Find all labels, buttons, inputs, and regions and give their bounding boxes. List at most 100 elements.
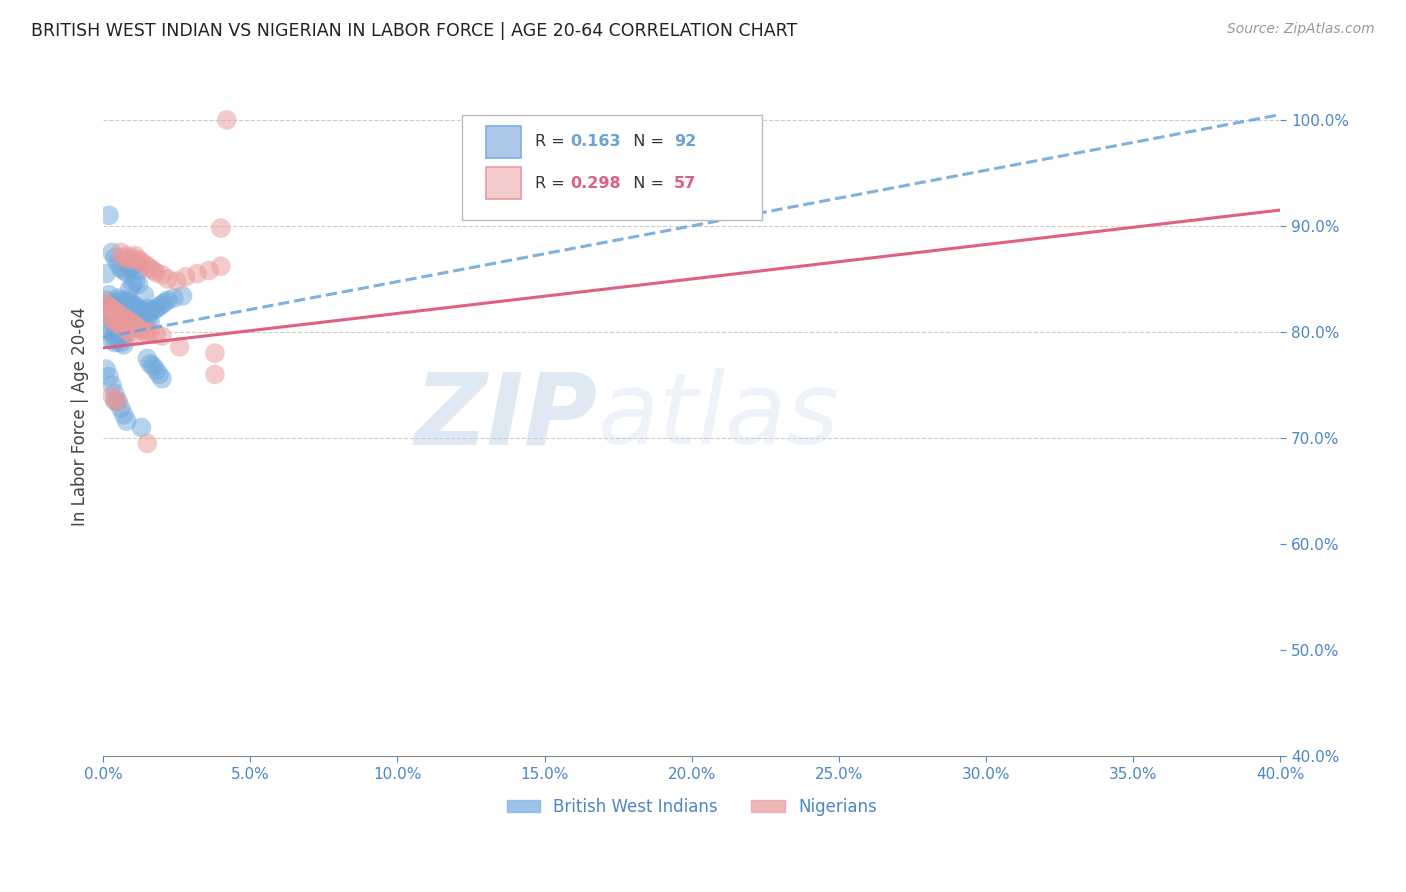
Point	[134, 325, 156, 339]
Point	[156, 293, 179, 308]
Point	[104, 306, 127, 320]
Point	[124, 274, 146, 288]
Point	[104, 314, 127, 328]
Point	[131, 303, 153, 318]
Point	[121, 277, 143, 292]
Point	[107, 334, 129, 348]
Point	[104, 295, 127, 310]
Point	[142, 263, 165, 277]
Point	[115, 314, 138, 328]
Point	[142, 303, 165, 318]
Point	[124, 249, 146, 263]
Point	[121, 259, 143, 273]
Point	[101, 314, 124, 328]
Point	[136, 351, 159, 366]
Point	[121, 327, 143, 342]
Point	[101, 334, 124, 348]
Point	[115, 312, 138, 326]
Point	[198, 263, 221, 277]
Point	[98, 300, 121, 314]
Point	[112, 337, 135, 351]
Point	[131, 314, 153, 328]
Point	[209, 259, 232, 273]
Point	[118, 314, 141, 328]
Point	[145, 327, 167, 342]
Point	[98, 208, 121, 222]
Point	[150, 329, 173, 343]
Text: 92: 92	[673, 135, 696, 150]
Point	[134, 306, 156, 320]
Point	[98, 325, 121, 339]
Point	[145, 301, 167, 316]
Point	[94, 297, 117, 311]
Point	[107, 301, 129, 316]
Point	[110, 401, 132, 416]
Point	[107, 306, 129, 320]
Point	[104, 393, 127, 408]
Point	[169, 340, 191, 354]
Point	[104, 392, 127, 407]
Bar	[485, 126, 522, 158]
Point	[101, 378, 124, 392]
Point	[115, 325, 138, 339]
Text: atlas: atlas	[598, 368, 839, 466]
Point	[91, 295, 114, 310]
Bar	[485, 167, 522, 200]
Point	[112, 310, 135, 325]
Text: N =: N =	[623, 135, 669, 150]
Point	[104, 386, 127, 401]
Text: ZIP: ZIP	[415, 368, 598, 466]
Point	[115, 266, 138, 280]
Point	[124, 318, 146, 333]
Point	[115, 293, 138, 308]
Point	[107, 395, 129, 409]
Point	[112, 306, 135, 320]
Point	[107, 256, 129, 270]
Point	[110, 261, 132, 276]
Point	[153, 295, 176, 310]
Point	[107, 317, 129, 331]
Point	[118, 295, 141, 310]
Point	[91, 309, 114, 323]
Point	[186, 267, 208, 281]
Point	[142, 359, 165, 373]
Legend: British West Indians, Nigerians: British West Indians, Nigerians	[501, 791, 883, 822]
Point	[104, 303, 127, 318]
Point	[115, 323, 138, 337]
Point	[139, 303, 162, 318]
Point	[127, 312, 149, 326]
Point	[134, 257, 156, 271]
Point	[145, 363, 167, 377]
Point	[118, 261, 141, 276]
Point	[156, 272, 179, 286]
Point	[215, 112, 238, 127]
Point	[131, 323, 153, 337]
Y-axis label: In Labor Force | Age 20-64: In Labor Force | Age 20-64	[72, 307, 89, 526]
Point	[110, 245, 132, 260]
Text: N =: N =	[623, 176, 669, 191]
Point	[104, 325, 127, 339]
Point	[127, 320, 149, 334]
Point	[112, 327, 135, 342]
Point	[98, 288, 121, 302]
Point	[112, 263, 135, 277]
Text: 0.298: 0.298	[571, 176, 621, 191]
Point	[98, 308, 121, 322]
Point	[112, 317, 135, 331]
Point	[118, 317, 141, 331]
Point	[110, 303, 132, 318]
Point	[101, 298, 124, 312]
Point	[121, 318, 143, 333]
Point	[127, 277, 149, 292]
Point	[150, 297, 173, 311]
Text: R =: R =	[536, 176, 569, 191]
Point	[118, 325, 141, 339]
Text: 0.163: 0.163	[571, 135, 621, 150]
Point	[172, 289, 194, 303]
Point	[204, 346, 226, 360]
Text: R =: R =	[536, 135, 569, 150]
Point	[115, 414, 138, 428]
Point	[110, 308, 132, 322]
Point	[131, 420, 153, 434]
Point	[104, 251, 127, 265]
